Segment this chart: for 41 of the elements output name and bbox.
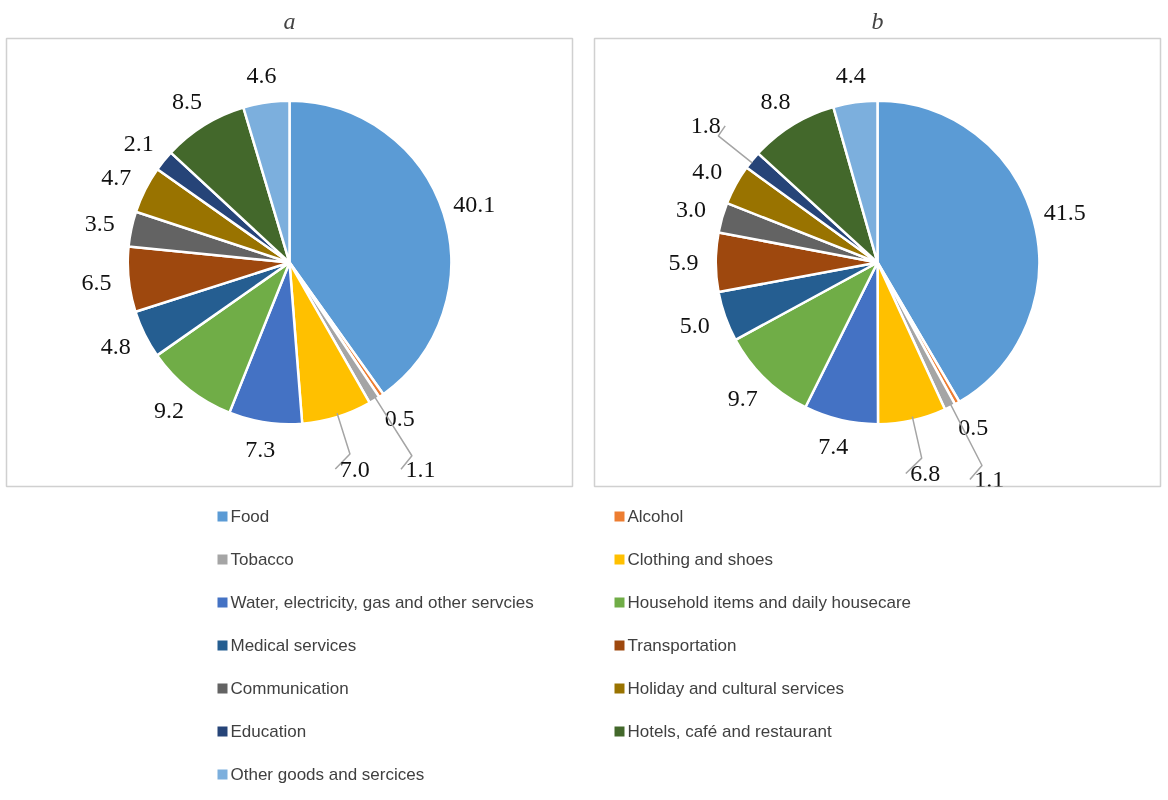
- data-label: 1.1: [974, 466, 1005, 493]
- data-label: 8.5: [171, 88, 202, 115]
- data-label: 4.4: [835, 61, 866, 88]
- chart-title: a: [283, 7, 296, 34]
- data-label: 4.6: [246, 61, 277, 88]
- data-label: 7.0: [339, 455, 370, 482]
- data-label: 4.8: [100, 333, 131, 360]
- legend-label: Hotels, café and restaurant: [627, 722, 832, 741]
- legend-label: Alcohol: [627, 507, 684, 526]
- data-label: 2.1: [123, 129, 154, 156]
- data-label: 6.8: [910, 460, 941, 487]
- data-label: 40.1: [453, 191, 496, 218]
- data-label: 5.0: [679, 312, 710, 339]
- legend-label: Food: [230, 507, 270, 526]
- data-label: 7.4: [818, 433, 849, 460]
- data-label: 3.5: [84, 209, 115, 236]
- legend-label: Education: [230, 722, 307, 741]
- data-label: 6.5: [81, 268, 112, 295]
- legend-label: Other goods and sercices: [230, 765, 425, 784]
- data-label: 9.7: [727, 385, 758, 412]
- data-label: 8.8: [760, 87, 791, 114]
- legend-label: Clothing and shoes: [627, 550, 774, 569]
- data-label: 1.1: [405, 455, 436, 482]
- legend-label: Transportation: [627, 636, 737, 655]
- chart-title: b: [871, 7, 884, 34]
- legend-label: Holiday and cultural services: [627, 679, 844, 698]
- data-label: 5.9: [668, 248, 699, 275]
- legend-label: Communication: [230, 679, 349, 698]
- data-label: 0.5: [384, 404, 415, 431]
- data-label: 3.0: [676, 196, 707, 223]
- data-label: 4.0: [692, 157, 723, 184]
- legend-label: Tobacco: [230, 550, 294, 569]
- legend-label: Medical services: [230, 636, 357, 655]
- data-label: 9.2: [154, 397, 185, 424]
- data-label: 41.5: [1043, 199, 1086, 226]
- data-label: 4.7: [101, 163, 132, 190]
- data-label: 7.3: [245, 436, 276, 463]
- legend-label: Household items and daily housecare: [627, 593, 912, 612]
- data-label: 0.5: [958, 413, 989, 440]
- legend-label: Water, electricity, gas and other servcies: [230, 593, 534, 612]
- data-label: 1.8: [690, 112, 721, 139]
